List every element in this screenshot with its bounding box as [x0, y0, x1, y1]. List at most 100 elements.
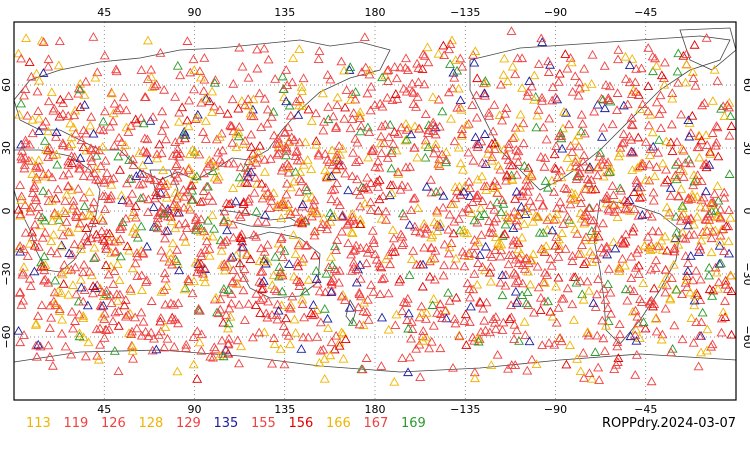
observation-marker — [66, 249, 77, 259]
observation-marker — [648, 66, 658, 76]
observation-marker — [151, 344, 162, 354]
observation-marker — [558, 106, 569, 116]
observation-marker — [187, 194, 198, 204]
observation-marker — [49, 287, 60, 297]
observation-marker — [156, 245, 167, 255]
observation-marker — [506, 26, 517, 35]
observation-marker — [567, 147, 578, 156]
observation-marker — [726, 329, 737, 339]
observation-marker — [48, 150, 59, 160]
observation-marker — [532, 110, 543, 120]
observation-marker — [122, 195, 133, 205]
observation-marker — [27, 169, 38, 178]
observation-marker — [73, 183, 84, 193]
observation-marker — [311, 136, 322, 145]
observation-marker — [54, 306, 65, 315]
observation-marker — [499, 144, 510, 154]
observation-marker — [121, 178, 132, 188]
observation-marker — [646, 240, 657, 250]
observation-marker — [721, 221, 732, 230]
observation-marker — [71, 289, 82, 299]
observation-marker — [351, 157, 361, 167]
observation-marker — [580, 216, 591, 226]
observation-marker — [426, 243, 437, 253]
observation-marker — [455, 158, 466, 168]
observation-marker — [179, 129, 190, 139]
observation-marker — [200, 134, 211, 143]
observation-marker — [341, 85, 352, 95]
observation-marker — [112, 105, 123, 115]
observation-marker — [294, 100, 305, 110]
observation-marker — [195, 226, 206, 236]
observation-marker — [348, 257, 359, 267]
observation-marker — [248, 94, 259, 104]
observation-marker — [410, 121, 420, 131]
observation-marker — [360, 62, 371, 72]
observation-marker — [227, 137, 238, 147]
observation-marker — [503, 139, 514, 148]
observation-marker — [443, 224, 454, 234]
observation-marker — [630, 305, 641, 315]
observation-marker — [365, 205, 376, 214]
observation-marker — [631, 175, 642, 185]
observation-marker — [159, 268, 170, 277]
observation-marker — [435, 343, 446, 353]
observation-marker — [376, 213, 387, 223]
observation-marker — [659, 177, 670, 187]
observation-marker — [127, 188, 138, 198]
observation-marker — [526, 81, 537, 91]
observation-marker — [655, 123, 666, 132]
observation-marker — [60, 341, 71, 351]
observation-marker — [517, 53, 528, 63]
observation-marker — [473, 139, 484, 148]
observation-marker — [177, 102, 188, 112]
observation-marker — [284, 100, 295, 110]
observation-marker — [565, 193, 576, 203]
observation-marker — [290, 327, 301, 337]
observation-marker — [527, 201, 538, 211]
observation-marker — [63, 181, 74, 191]
lon-tick-label-bottom: 135 — [274, 403, 295, 416]
observation-marker — [648, 187, 659, 197]
map-frame — [13, 21, 737, 401]
observation-marker — [334, 200, 345, 210]
observation-marker — [50, 300, 61, 309]
observation-marker — [403, 367, 414, 377]
observation-marker — [380, 206, 391, 216]
observation-marker — [415, 372, 426, 381]
observation-marker — [517, 232, 528, 242]
observation-marker — [598, 171, 609, 181]
observation-marker — [701, 158, 712, 168]
observation-marker — [414, 312, 425, 322]
observation-marker — [183, 276, 194, 286]
observation-marker — [354, 289, 365, 299]
observation-marker — [353, 302, 364, 312]
observation-marker — [576, 198, 587, 207]
observation-marker — [553, 252, 564, 261]
observation-marker — [486, 138, 497, 148]
observation-marker — [254, 256, 265, 265]
observation-marker — [435, 186, 446, 195]
observation-marker — [689, 295, 700, 305]
observation-marker — [214, 105, 225, 114]
observation-marker — [511, 144, 522, 154]
observation-marker — [404, 270, 415, 279]
observation-marker — [600, 320, 611, 330]
observation-marker — [524, 76, 535, 85]
observation-marker — [553, 303, 564, 312]
observation-marker — [160, 322, 171, 331]
observation-marker — [66, 264, 77, 274]
observation-marker — [193, 305, 204, 315]
observation-marker — [266, 196, 277, 205]
observation-marker — [406, 254, 417, 264]
observation-marker — [39, 265, 50, 275]
observation-marker — [401, 298, 412, 307]
observation-marker — [583, 178, 594, 188]
observation-marker — [432, 219, 443, 229]
observation-marker — [537, 96, 548, 105]
observation-marker — [98, 300, 109, 310]
observation-marker — [86, 152, 96, 162]
observation-marker — [383, 324, 394, 334]
observation-marker — [354, 319, 365, 329]
observation-marker — [518, 118, 529, 128]
